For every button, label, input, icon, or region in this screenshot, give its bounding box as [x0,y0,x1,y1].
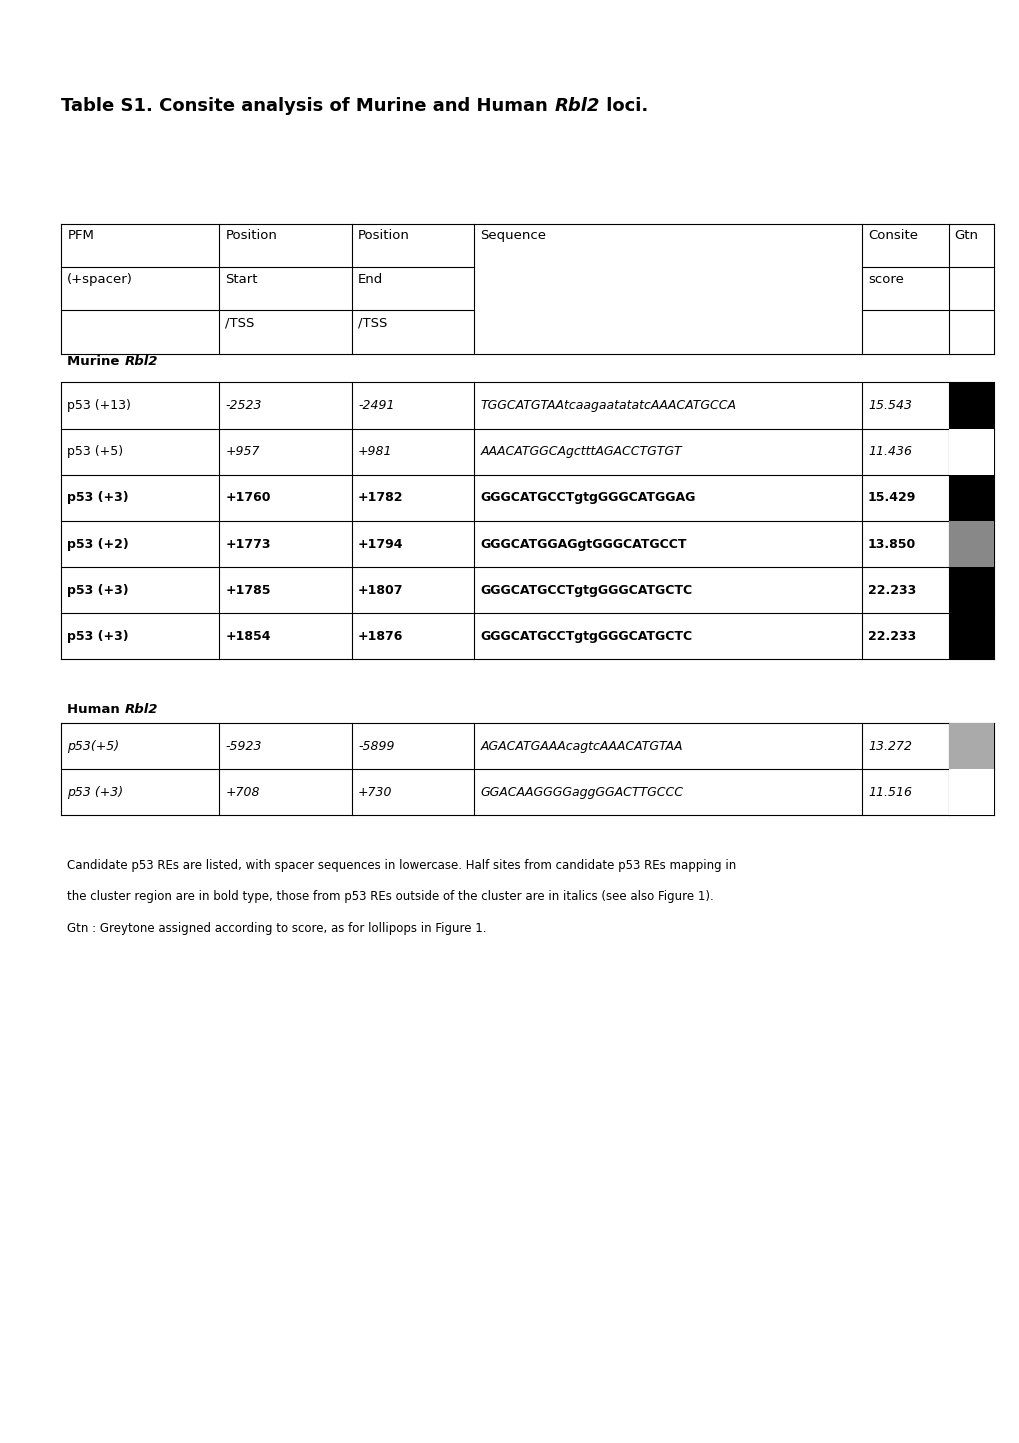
Text: /TSS: /TSS [225,316,255,329]
Bar [948,521,994,567]
Text: -2523: -2523 [225,398,262,413]
Text: Murine: Murine [67,355,124,368]
Text: GGGCATGCCTgtgGGGCATGGAG: GGGCATGCCTgtgGGGCATGGAG [480,491,695,505]
Text: Start: Start [225,273,258,286]
Text: AGACATGAAAcagtcAAACATGTAA: AGACATGAAAcagtcAAACATGTAA [480,739,683,753]
Bar [948,475,994,521]
Text: p53 (+3): p53 (+3) [67,583,128,597]
Text: +1876: +1876 [358,629,403,644]
Text: Position: Position [358,229,410,242]
Text: -5923: -5923 [225,739,262,753]
Text: PFM: PFM [67,229,94,242]
Bar [948,613,994,659]
Text: (+spacer): (+spacer) [67,273,133,286]
Bar [948,769,994,815]
Text: Gtn : Greytone assigned according to score, as for lollipops in Figure 1.: Gtn : Greytone assigned according to sco… [67,922,486,935]
Bar [948,723,994,769]
Text: Sequence: Sequence [480,229,546,242]
Text: the cluster region are in bold type, those from p53 REs outside of the cluster a: the cluster region are in bold type, tho… [67,890,713,903]
Text: p53 (+13): p53 (+13) [67,398,131,413]
Text: Rbl2: Rbl2 [124,355,158,368]
Text: Consite: Consite [867,229,917,242]
Text: GGGCATGCCTgtgGGGCATGCTC: GGGCATGCCTgtgGGGCATGCTC [480,583,692,597]
Text: GGACAAGGGGaggGGACTTGCCC: GGACAAGGGGaggGGACTTGCCC [480,785,683,799]
Text: p53 (+3): p53 (+3) [67,491,128,505]
Text: GGGCATGCCTgtgGGGCATGCTC: GGGCATGCCTgtgGGGCATGCTC [480,629,692,644]
Text: +1782: +1782 [358,491,404,505]
Bar [948,429,994,475]
Text: Rbl2: Rbl2 [553,98,599,115]
Text: +708: +708 [225,785,260,799]
Text: Position: Position [225,229,277,242]
Text: Rbl2: Rbl2 [124,703,158,716]
Text: loci.: loci. [599,98,647,115]
Text: +1773: +1773 [225,537,271,551]
Text: 13.850: 13.850 [867,537,915,551]
Text: GGGCATGGAGgtGGGCATGCCT: GGGCATGGAGgtGGGCATGCCT [480,537,686,551]
Bar [948,382,994,429]
Text: +981: +981 [358,444,392,459]
Text: +1854: +1854 [225,629,271,644]
Text: p53 (+2): p53 (+2) [67,537,129,551]
Text: score: score [867,273,903,286]
Text: Gtn: Gtn [954,229,978,242]
Text: /TSS: /TSS [358,316,387,329]
Text: 22.233: 22.233 [867,583,915,597]
Text: p53 (+3): p53 (+3) [67,785,123,799]
Text: End: End [358,273,383,286]
Text: +957: +957 [225,444,260,459]
Text: +1794: +1794 [358,537,404,551]
Text: p53 (+5): p53 (+5) [67,444,123,459]
Text: +1760: +1760 [225,491,271,505]
Text: 22.233: 22.233 [867,629,915,644]
Text: -2491: -2491 [358,398,394,413]
Text: Table S1. Consite analysis of Murine and Human: Table S1. Consite analysis of Murine and… [61,98,553,115]
Text: AAACATGGCAgctttAGACCTGTGT: AAACATGGCAgctttAGACCTGTGT [480,444,682,459]
Text: 15.543: 15.543 [867,398,911,413]
Text: 11.516: 11.516 [867,785,911,799]
Text: 15.429: 15.429 [867,491,915,505]
Text: TGGCATGTAAtcaagaatatatcAAACATGCCA: TGGCATGTAAtcaagaatatatcAAACATGCCA [480,398,736,413]
Text: +730: +730 [358,785,392,799]
Text: p53(+5): p53(+5) [67,739,119,753]
Bar [948,567,994,613]
Text: 13.272: 13.272 [867,739,911,753]
Text: Candidate p53 REs are listed, with spacer sequences in lowercase. Half sites fro: Candidate p53 REs are listed, with space… [67,859,736,872]
Text: +1785: +1785 [225,583,271,597]
Text: 11.436: 11.436 [867,444,911,459]
Text: p53 (+3): p53 (+3) [67,629,128,644]
Text: -5899: -5899 [358,739,394,753]
Text: +1807: +1807 [358,583,404,597]
Text: Human: Human [67,703,124,716]
